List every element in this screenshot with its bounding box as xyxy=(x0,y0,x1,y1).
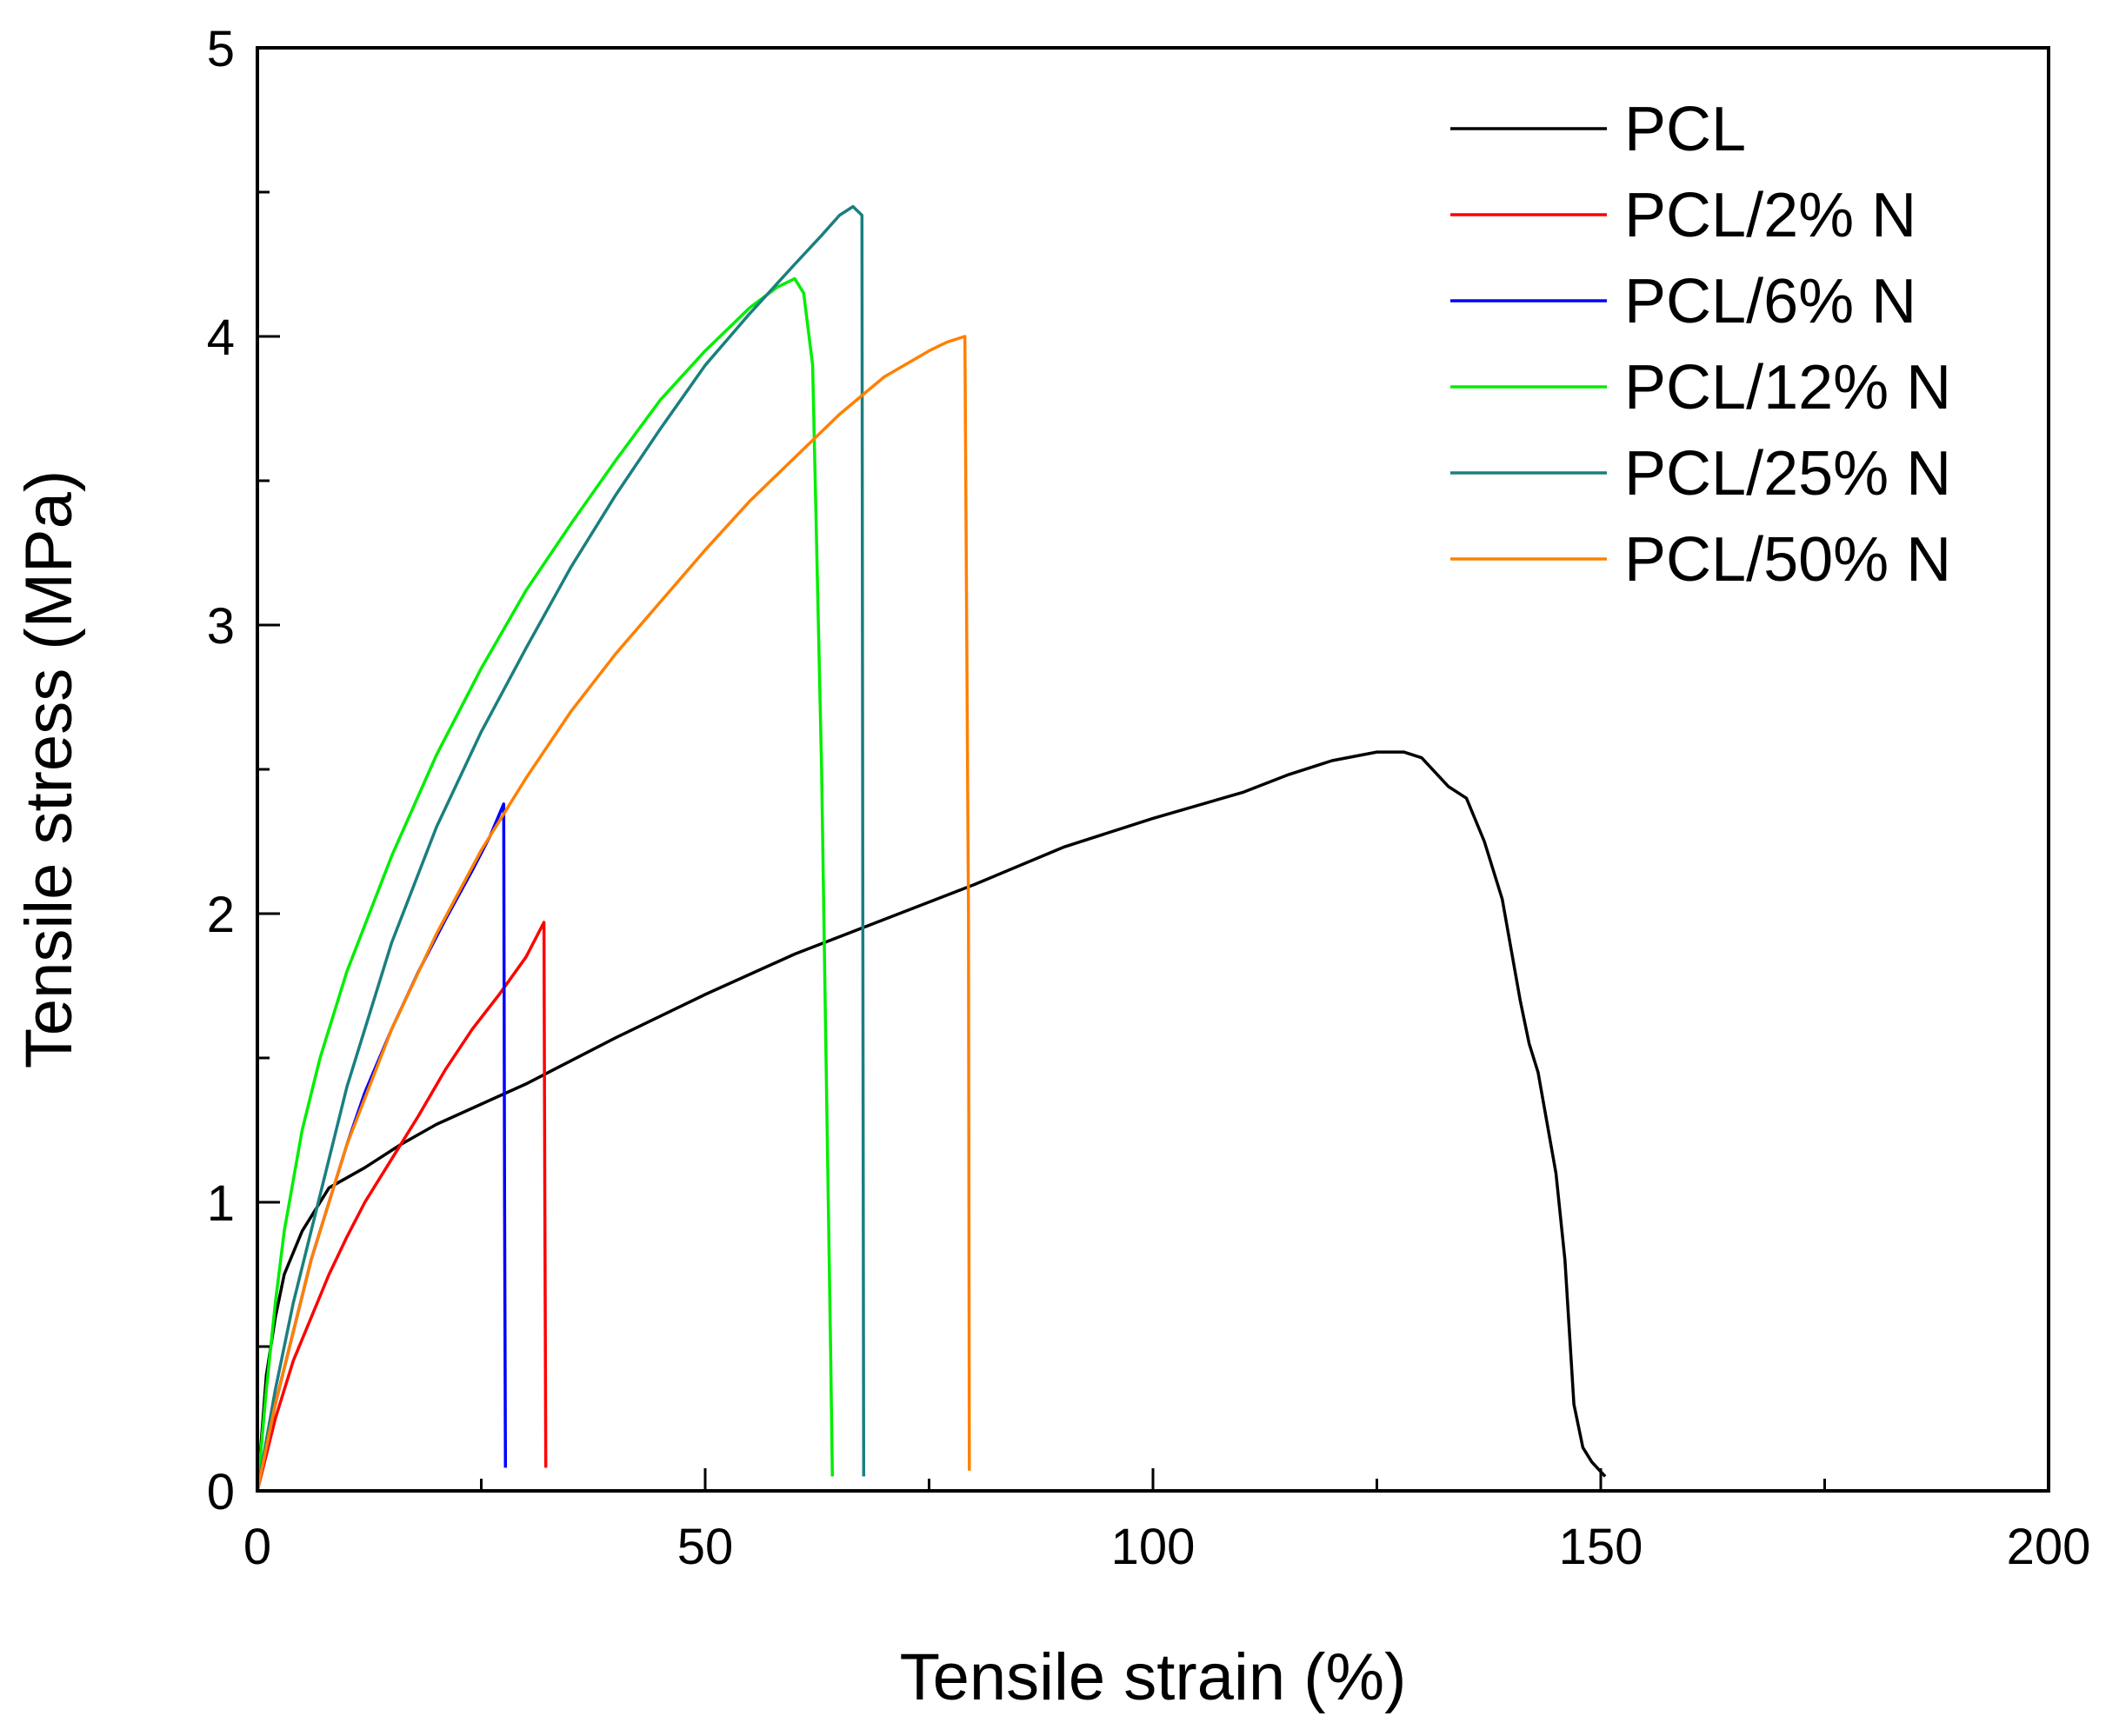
legend-label-3: PCL/12% N xyxy=(1624,353,1951,422)
series-line-3 xyxy=(256,276,835,1492)
y-axis-title: Tensile stress (MPa) xyxy=(12,470,86,1068)
plot-frame xyxy=(256,46,2050,1493)
y-tick-label: 5 xyxy=(207,21,235,77)
y-tick-label: 1 xyxy=(207,1175,235,1232)
series-line-4 xyxy=(256,204,866,1492)
tick-labels-layer: 0 50 100 150 200 0 1 2 3 4 5 xyxy=(207,21,2091,1575)
x-axis-title: Tensile strain (%) xyxy=(900,1640,1407,1714)
series-line-2 xyxy=(256,802,508,1492)
series-line-0 xyxy=(256,750,1607,1492)
legend-label-5: PCL/50% N xyxy=(1624,525,1951,595)
ticks-layer xyxy=(256,46,2050,1493)
x-tick-label: 200 xyxy=(2007,1519,2091,1575)
y-tick-label: 2 xyxy=(207,887,235,943)
legend-label-4: PCL/25% N xyxy=(1624,439,1951,509)
legend: PCL PCL/2% N PCL/6% N PCL/12% N PCL/25% N PCL… xyxy=(1450,95,1951,595)
legend-label-2: PCL/6% N xyxy=(1624,267,1916,336)
x-tick-label: 150 xyxy=(1559,1519,1643,1575)
legend-label-0: PCL xyxy=(1624,95,1746,164)
legend-label-1: PCL/2% N xyxy=(1624,181,1916,250)
y-tick-label: 4 xyxy=(207,309,235,366)
series-line-1 xyxy=(256,921,548,1492)
y-tick-label: 0 xyxy=(207,1464,235,1520)
series-line-5 xyxy=(256,335,971,1492)
x-tick-label: 50 xyxy=(677,1519,734,1575)
y-tick-label: 3 xyxy=(207,598,235,655)
x-tick-label: 100 xyxy=(1111,1519,1196,1575)
x-tick-label: 0 xyxy=(243,1519,271,1575)
series-layer xyxy=(256,204,1607,1492)
